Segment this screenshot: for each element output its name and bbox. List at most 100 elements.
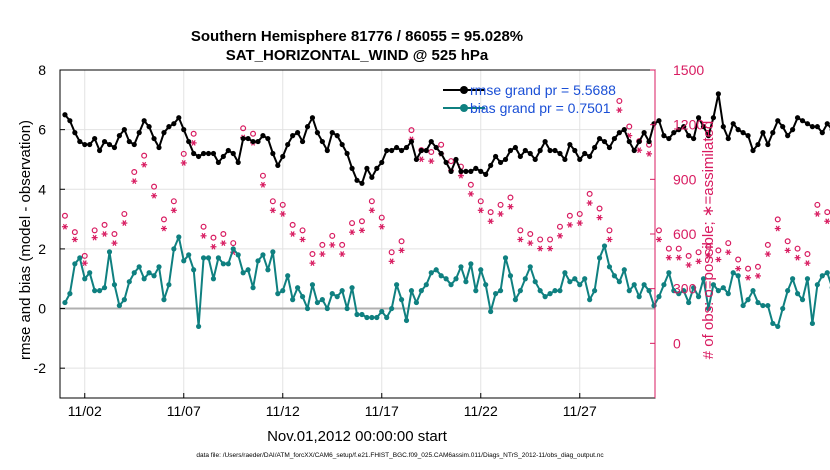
rmse-point bbox=[809, 124, 816, 130]
obs-assimilated-stroke bbox=[548, 245, 553, 252]
bias-point bbox=[592, 288, 598, 294]
bias-point bbox=[141, 276, 147, 282]
obs-possible-point bbox=[230, 240, 237, 247]
obs-assimilated-stroke bbox=[92, 234, 97, 241]
rmse-point bbox=[755, 141, 761, 148]
obs-assimilated-point bbox=[735, 265, 742, 272]
bias-point bbox=[210, 276, 217, 282]
rmse-point bbox=[433, 144, 439, 151]
rmse-point bbox=[824, 121, 830, 127]
rmse-point bbox=[735, 127, 741, 133]
obs-assimilated-point bbox=[794, 254, 801, 261]
rmse-point bbox=[760, 130, 766, 136]
obs-possible-point bbox=[497, 201, 504, 208]
obs-assimilated-point bbox=[358, 227, 365, 234]
obs-possible-point bbox=[665, 245, 672, 252]
rmse-point bbox=[156, 144, 162, 151]
bias-point bbox=[156, 264, 162, 270]
bias-point bbox=[453, 276, 459, 282]
bias-point bbox=[334, 294, 340, 300]
rmse-point bbox=[715, 91, 721, 97]
bias-point bbox=[369, 314, 375, 321]
rmse-point bbox=[666, 135, 672, 142]
legend-bias-marker bbox=[460, 104, 468, 112]
bias-point bbox=[309, 282, 316, 288]
bias-point bbox=[176, 234, 182, 240]
obs-assimilated-stroke bbox=[122, 220, 127, 226]
obs-possible-point bbox=[725, 240, 732, 247]
rmse-point bbox=[171, 121, 177, 127]
bias-point bbox=[577, 282, 583, 288]
obs-assimilated-point bbox=[725, 249, 732, 256]
rmse-point bbox=[507, 147, 514, 154]
obs-assimilated-point bbox=[705, 252, 712, 259]
bias-point bbox=[700, 276, 707, 282]
bias-point bbox=[280, 288, 286, 294]
bias-point bbox=[433, 267, 439, 273]
obs-assimilated-stroke bbox=[538, 245, 543, 252]
obs-assimilated-point bbox=[339, 251, 346, 257]
obs-assimilated-point bbox=[695, 258, 702, 265]
obs-possible-point bbox=[477, 198, 484, 205]
bias-point bbox=[517, 288, 523, 294]
bias-point bbox=[324, 305, 330, 312]
rmse-point bbox=[587, 153, 593, 160]
obs-assimilated-stroke bbox=[310, 260, 315, 267]
rmse-point bbox=[384, 147, 390, 154]
bias-point bbox=[755, 299, 761, 306]
bias-point bbox=[780, 305, 786, 312]
obs-possible-point bbox=[517, 227, 524, 234]
bias-point bbox=[428, 270, 434, 276]
bias-point bbox=[166, 282, 172, 288]
bias-point bbox=[67, 291, 73, 297]
bias-point bbox=[299, 294, 306, 300]
rmse-point bbox=[275, 162, 281, 169]
obs-possible-point bbox=[170, 198, 177, 205]
rmse-point bbox=[661, 133, 667, 139]
bias-point bbox=[641, 282, 647, 288]
obs-assimilated-stroke bbox=[765, 251, 770, 257]
bias-point bbox=[200, 255, 207, 261]
obs-possible-point bbox=[784, 238, 791, 245]
obs-assimilated-stroke bbox=[399, 247, 404, 254]
rmse-point bbox=[176, 115, 182, 121]
rmse-point bbox=[260, 133, 266, 139]
bias-point bbox=[394, 282, 400, 288]
bias-point bbox=[364, 314, 370, 321]
bias-point bbox=[196, 323, 202, 330]
obs-assimilated-point bbox=[160, 225, 167, 232]
bias-point bbox=[131, 270, 137, 276]
obs-assimilated-stroke bbox=[706, 252, 711, 259]
rmse-point bbox=[483, 171, 489, 177]
obs-assimilated-point bbox=[487, 218, 494, 225]
bias-point bbox=[512, 297, 519, 303]
obs-assimilated-point bbox=[784, 247, 791, 254]
rmse-point bbox=[582, 150, 588, 157]
rmse-point bbox=[775, 118, 781, 124]
obs-assimilated-stroke bbox=[221, 240, 226, 247]
obs-possible-point bbox=[527, 231, 534, 238]
obs-possible-point bbox=[279, 201, 286, 208]
obs-assimilated-stroke bbox=[508, 203, 513, 210]
bias-line bbox=[64, 236, 830, 328]
rmse-point bbox=[453, 156, 459, 163]
obs-assimilated-point bbox=[151, 192, 158, 199]
legend-rmse-label: rmse grand pr = 5.5688 bbox=[470, 82, 616, 98]
bias-point bbox=[646, 288, 652, 294]
bias-point bbox=[735, 273, 741, 279]
obs-assimilated-stroke bbox=[340, 251, 345, 257]
bias-point bbox=[809, 320, 816, 327]
obs-assimilated-point bbox=[745, 274, 752, 281]
obs-assimilated-stroke bbox=[161, 225, 166, 232]
obs-assimilated-point bbox=[121, 220, 128, 226]
rmse-point bbox=[681, 124, 687, 130]
obs-assimilated-stroke bbox=[359, 227, 364, 234]
bias-point bbox=[126, 279, 132, 285]
obs-possible-point bbox=[586, 190, 593, 197]
bias-point bbox=[329, 291, 335, 297]
bias-point bbox=[715, 288, 721, 294]
rmse-point bbox=[141, 118, 147, 124]
bias-point bbox=[146, 270, 152, 276]
bias-point bbox=[522, 276, 528, 282]
obs-assimilated-stroke bbox=[815, 211, 820, 217]
